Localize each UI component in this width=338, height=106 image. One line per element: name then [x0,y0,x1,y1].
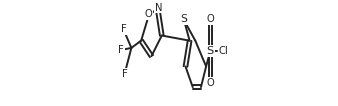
Text: F: F [121,24,126,34]
Text: S: S [180,14,187,24]
Text: O: O [207,78,214,88]
Text: F: F [122,69,127,79]
Text: S: S [207,46,214,56]
Text: F: F [119,45,124,55]
Text: N: N [155,3,162,13]
Text: Cl: Cl [219,46,228,56]
Text: O: O [207,14,214,24]
Text: O: O [145,9,152,19]
